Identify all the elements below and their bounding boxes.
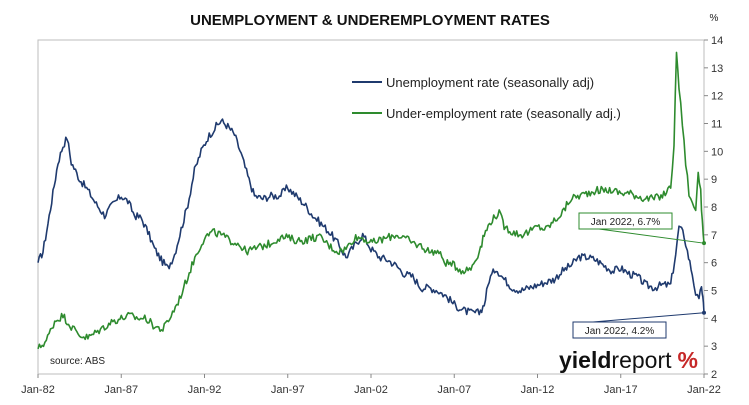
legend: Unemployment rate (seasonally adj) Under… xyxy=(352,75,621,121)
y-tick-label: 10 xyxy=(711,146,723,158)
legend-label-unemployment: Unemployment rate (seasonally adj) xyxy=(386,75,594,90)
annotation-box-underemployment xyxy=(578,212,673,230)
y-unit-label: % xyxy=(710,13,719,24)
y-tick-label: 12 xyxy=(711,91,723,103)
series-layer xyxy=(37,51,705,350)
annotation-label-underemployment: Jan 2022, 6.7% xyxy=(591,217,661,228)
y-tick-label: 14 xyxy=(711,35,723,47)
y-tick-label: 8 xyxy=(711,202,717,214)
x-tick-label: Jan-17 xyxy=(604,384,638,396)
x-tick-label: Jan-92 xyxy=(188,384,222,396)
annotation-label-unemployment: Jan 2022, 4.2% xyxy=(585,326,655,337)
y-axis: 2 3 4 5 6 7 8 9 10 11 12 13 14 xyxy=(704,35,723,381)
annotation-box-unemployment xyxy=(572,321,667,339)
brand-logo: yieldreport% xyxy=(559,347,698,373)
y-tick-label: 7 xyxy=(711,230,717,242)
y-tick-label: 13 xyxy=(711,63,723,75)
y-tick-label: 2 xyxy=(711,369,717,381)
y-tick-label: 6 xyxy=(711,258,717,270)
x-tick-label: Jan-97 xyxy=(271,384,305,396)
annotation-leader-unemployment xyxy=(592,312,705,323)
series-line-underemployment xyxy=(37,51,705,350)
y-tick-label: 11 xyxy=(711,119,722,131)
brand-logo-part1: yield xyxy=(559,347,611,373)
chart-title: UNEMPLOYMENT & UNDEREMPLOYMENT RATES xyxy=(190,12,550,29)
x-axis: Jan-82 Jan-87 Jan-92 Jan-97 Jan-02 Jan-07 Jan-… xyxy=(21,374,721,396)
y-tick-label: 9 xyxy=(711,174,717,186)
series-line-unemployment xyxy=(37,118,705,316)
x-tick-label: Jan-87 xyxy=(104,384,138,396)
x-tick-label: Jan-12 xyxy=(521,384,555,396)
x-tick-label: Jan-07 xyxy=(437,384,471,396)
y-tick-label: 3 xyxy=(711,341,717,353)
x-tick-label: Jan-22 xyxy=(687,384,721,396)
brand-logo-symbol: % xyxy=(678,347,698,373)
annotation-leader-underemployment xyxy=(598,228,705,244)
brand-logo-part2: report xyxy=(611,347,672,373)
annotation-point-underemployment xyxy=(702,241,706,246)
annotation-point-unemployment xyxy=(702,310,706,315)
source-note: source: ABS xyxy=(50,356,105,367)
annotations: Jan 2022, 4.2% Jan 2022, 6.7% xyxy=(572,212,706,339)
y-tick-label: 4 xyxy=(711,313,717,325)
x-tick-label: Jan-02 xyxy=(354,384,388,396)
x-tick-label: Jan-82 xyxy=(21,384,55,396)
y-tick-label: 5 xyxy=(711,286,717,298)
legend-label-underemployment: Under-employment rate (seasonally adj.) xyxy=(386,106,621,121)
